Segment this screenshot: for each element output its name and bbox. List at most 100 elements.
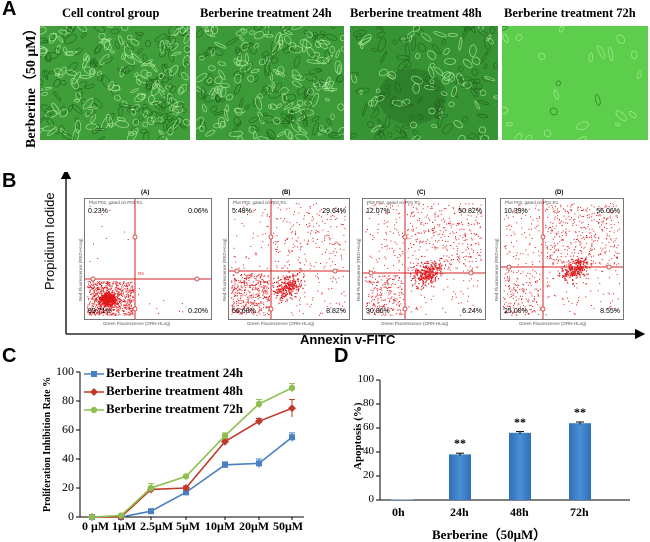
event-dot bbox=[327, 231, 329, 233]
event-dot bbox=[93, 295, 95, 297]
cell bbox=[616, 34, 625, 44]
event-dot bbox=[471, 261, 473, 263]
event-dot bbox=[97, 311, 99, 312]
event-dot bbox=[343, 234, 345, 236]
event-dot bbox=[558, 272, 560, 274]
event-dot bbox=[288, 281, 290, 283]
cell bbox=[411, 37, 417, 51]
event-dot bbox=[583, 227, 585, 228]
event-dot bbox=[250, 295, 252, 297]
event-dot bbox=[386, 309, 388, 311]
event-dot bbox=[93, 305, 94, 307]
event-dot bbox=[532, 275, 533, 277]
cell bbox=[441, 123, 454, 135]
event-dot bbox=[551, 230, 553, 232]
event-dot bbox=[419, 242, 420, 244]
event-dot bbox=[129, 289, 131, 291]
cell bbox=[218, 69, 226, 80]
event-dot bbox=[301, 283, 303, 285]
event-dot bbox=[373, 205, 375, 206]
cell bbox=[456, 73, 465, 86]
event-dot bbox=[386, 277, 388, 279]
event-dot bbox=[97, 301, 99, 303]
event-dot bbox=[610, 203, 611, 205]
event-dot bbox=[252, 273, 254, 275]
event-dot bbox=[105, 300, 107, 302]
event-dot bbox=[573, 274, 575, 276]
event-dot bbox=[94, 301, 96, 302]
event-dot bbox=[582, 263, 584, 265]
event-dot bbox=[580, 250, 582, 252]
event-dot bbox=[123, 299, 125, 301]
event-dot bbox=[422, 270, 424, 272]
cell bbox=[245, 61, 253, 73]
event-dot bbox=[555, 232, 557, 234]
cell bbox=[505, 122, 513, 127]
event-dot bbox=[283, 287, 285, 289]
event-dot bbox=[430, 280, 432, 282]
event-dot bbox=[579, 261, 581, 263]
cell bbox=[163, 63, 169, 69]
event-dot bbox=[598, 254, 600, 256]
event-dot bbox=[107, 290, 109, 292]
event-dot bbox=[98, 296, 100, 298]
event-dot bbox=[441, 273, 443, 275]
event-dot bbox=[382, 311, 384, 313]
cell bbox=[180, 72, 189, 81]
cell bbox=[276, 130, 286, 138]
event-dot bbox=[88, 287, 90, 289]
event-dot bbox=[320, 312, 321, 314]
event-dot bbox=[232, 292, 234, 294]
event-dot bbox=[105, 302, 107, 304]
event-dot bbox=[234, 278, 236, 280]
event-dot bbox=[546, 256, 548, 257]
event-dot bbox=[244, 295, 246, 297]
event-dot bbox=[293, 283, 295, 285]
event-dot bbox=[375, 295, 377, 297]
event-dot bbox=[449, 262, 451, 264]
event-dot bbox=[439, 265, 441, 267]
event-dot bbox=[601, 229, 603, 231]
event-dot bbox=[96, 299, 98, 301]
event-dot bbox=[318, 231, 320, 233]
event-dot bbox=[528, 208, 530, 210]
event-dot bbox=[533, 300, 535, 302]
event-dot bbox=[435, 271, 437, 273]
event-dot bbox=[424, 284, 426, 286]
event-dot bbox=[108, 284, 110, 286]
cell bbox=[163, 122, 167, 132]
event-dot bbox=[565, 256, 567, 258]
event-dot bbox=[447, 286, 449, 288]
event-dot bbox=[387, 221, 389, 223]
event-dot bbox=[335, 219, 337, 220]
event-dot bbox=[91, 311, 93, 313]
event-dot bbox=[378, 203, 380, 205]
event-dot bbox=[279, 289, 281, 292]
event-dot bbox=[97, 292, 99, 294]
event-dot bbox=[412, 266, 415, 268]
event-dot bbox=[435, 264, 437, 266]
event-dot bbox=[456, 267, 458, 269]
event-dot bbox=[241, 313, 243, 315]
event-dot bbox=[124, 307, 126, 309]
event-dot bbox=[583, 261, 585, 263]
event-dot bbox=[411, 212, 413, 214]
cell bbox=[290, 116, 296, 125]
event-dot bbox=[531, 295, 533, 297]
event-dot bbox=[289, 288, 291, 291]
event-dot bbox=[335, 241, 337, 243]
event-dot bbox=[292, 273, 294, 275]
event-dot bbox=[95, 293, 97, 295]
event-dot bbox=[468, 203, 470, 205]
cell bbox=[515, 33, 523, 42]
cell bbox=[98, 135, 105, 140]
quadrant-ul-value: 10.39% bbox=[504, 208, 528, 215]
gate-handle bbox=[234, 268, 240, 274]
event-dot bbox=[457, 256, 459, 258]
event-dot bbox=[531, 228, 533, 230]
event-dot bbox=[124, 299, 125, 301]
event-dot bbox=[424, 267, 426, 269]
event-dot bbox=[236, 298, 238, 300]
event-dot bbox=[105, 310, 107, 312]
event-dot bbox=[130, 290, 132, 292]
